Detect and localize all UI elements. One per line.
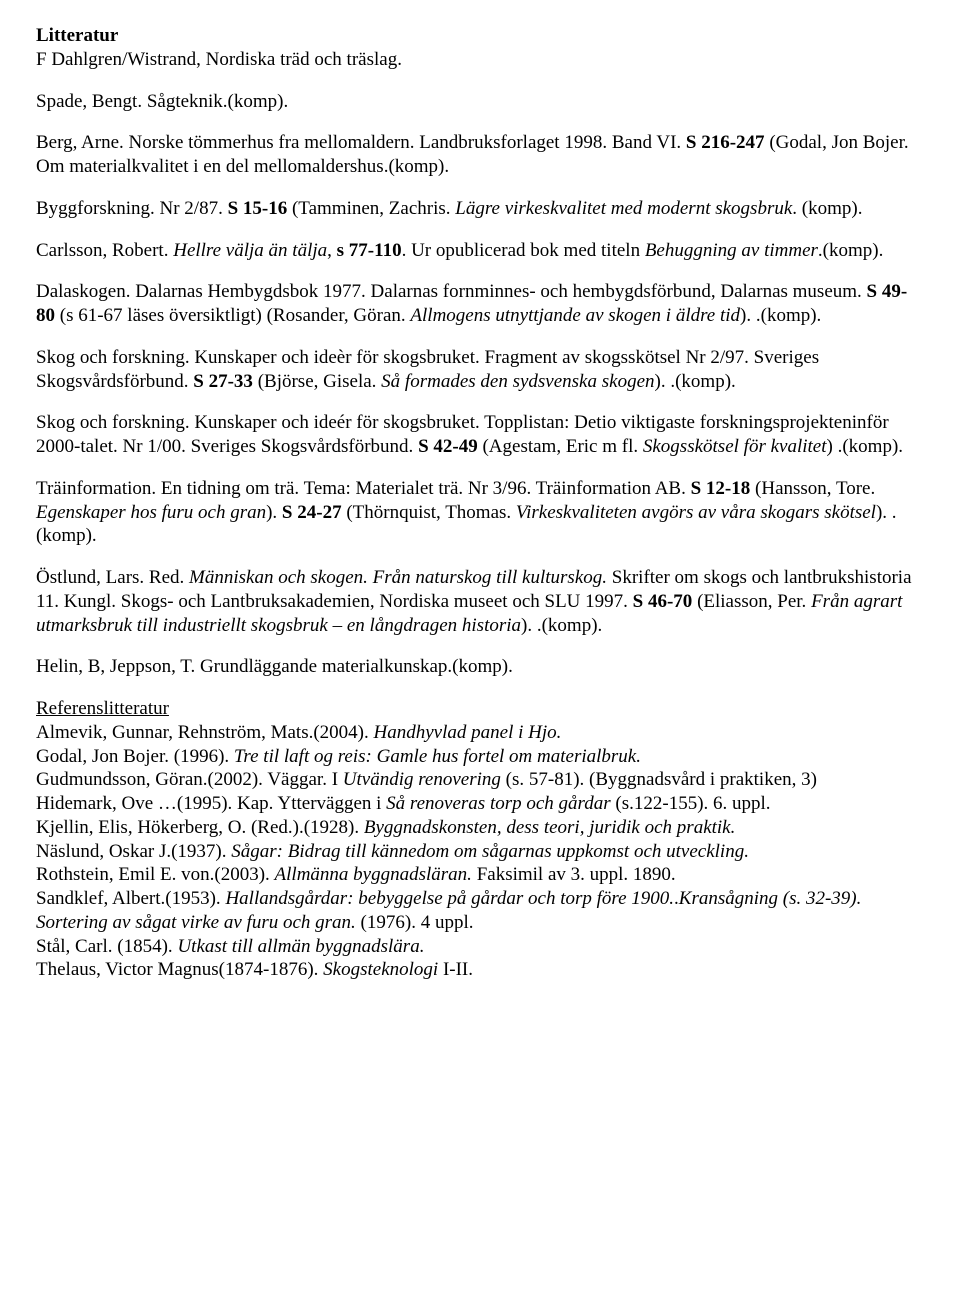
entry-berg: Berg, Arne. Norske tömmerhus fra melloma… [36, 131, 924, 179]
title-italic: Utkast till allmän byggnadslära. [177, 936, 424, 957]
page-range: S 216-247 [686, 132, 765, 153]
title-italic: Kransågning (s. 32-39). [679, 888, 862, 909]
text: (1976). 4 uppl. [356, 912, 474, 933]
text: Byggforskning. Nr 2/87. [36, 198, 228, 219]
title-italic: Behuggning av timmer [645, 240, 818, 261]
text: Gudmundsson, Göran.(2002). Väggar. I [36, 769, 343, 790]
text: (s.122-155). 6. uppl. [611, 793, 771, 814]
ref-gudmundsson: Gudmundsson, Göran.(2002). Väggar. I Utv… [36, 768, 924, 792]
entry-byggforskning: Byggforskning. Nr 2/87. S 15-16 (Tammine… [36, 197, 924, 221]
text: Faksimil av 3. uppl. 1890. [472, 864, 676, 885]
entry-helin: Helin, B, Jeppson, T. Grundläggande mate… [36, 655, 924, 679]
entry-trainformation: Träinformation. En tidning om trä. Tema:… [36, 477, 924, 548]
title-italic: Lägre virkeskvalitet med modernt skogsbr… [455, 198, 792, 219]
text: Östlund, Lars. Red. [36, 567, 189, 588]
text: (Thörnquist, Thomas. [342, 502, 516, 523]
ref-naslund: Näslund, Oskar J.(1937). Sågar: Bidrag t… [36, 840, 924, 864]
page-range: s 77-110 [337, 240, 402, 261]
text: (Björse, Gisela. [253, 371, 381, 392]
text: (Tamminen, Zachris. [287, 198, 455, 219]
text: , [327, 240, 337, 261]
title-italic: Så formades den sydsvenska skogen [381, 371, 654, 392]
title-italic: Utvändig renovering [343, 769, 501, 790]
text: (s. 57-81). (Byggnadsvård i praktiken, 3… [501, 769, 817, 790]
text: ). .(komp). [521, 615, 602, 636]
text: Sandklef, Albert.(1953). [36, 888, 225, 909]
title-italic: Virkeskvaliteten avgörs av våra skogars … [516, 502, 876, 523]
title-italic: Hallandsgårdar: bebyggelse på gårdar och… [225, 888, 674, 909]
text: ). .(komp). [740, 305, 821, 326]
text: . (komp). [792, 198, 862, 219]
title-italic: Allmogens utnyttjande av skogen i äldre … [410, 305, 740, 326]
text: Träinformation. En tidning om trä. Tema:… [36, 478, 691, 499]
text: (Agestam, Eric m fl. [478, 436, 643, 457]
text: Berg, Arne. Norske tömmerhus fra melloma… [36, 132, 686, 153]
page-range: S 27-33 [193, 371, 253, 392]
text: .(komp). [818, 240, 883, 261]
ref-kjellin: Kjellin, Elis, Hökerberg, O. (Red.).(192… [36, 816, 924, 840]
ref-almevik: Almevik, Gunnar, Rehnström, Mats.(2004).… [36, 721, 924, 745]
page-range: S 24-27 [282, 502, 342, 523]
ref-stal: Stål, Carl. (1854). Utkast till allmän b… [36, 935, 924, 959]
ref-rothstein: Rothstein, Emil E. von.(2003). Allmänna … [36, 863, 924, 887]
text: Thelaus, Victor Magnus(1874-1876). [36, 959, 323, 980]
entry-carlsson: Carlsson, Robert. Hellre välja än tälja,… [36, 239, 924, 263]
entry-dalaskogen: Dalaskogen. Dalarnas Hembygdsbok 1977. D… [36, 280, 924, 328]
entry-ostlund: Östlund, Lars. Red. Människan och skogen… [36, 566, 924, 637]
text: Carlsson, Robert. [36, 240, 173, 261]
title-italic: Sågar: Bidrag till kännedom om sågarnas … [231, 841, 749, 862]
page-range: S 42-49 [418, 436, 478, 457]
page-range: S 15-16 [228, 198, 288, 219]
entry-dahlgren: F Dahlgren/Wistrand, Nordiska träd och t… [36, 48, 924, 72]
title-italic: Skogsskötsel för kvalitet [643, 436, 827, 457]
entry-spade: Spade, Bengt. Sågteknik.(komp). [36, 90, 924, 114]
page-range: S 12-18 [691, 478, 751, 499]
title-italic: Handhyvlad panel i Hjo. [374, 722, 562, 743]
title-italic: Egenskaper hos furu och gran [36, 502, 266, 523]
ref-godal: Godal, Jon Bojer. (1996). Tre til laft o… [36, 745, 924, 769]
title-italic: Tre til laft og reis: Gamle hus fortel o… [234, 746, 641, 767]
ref-hidemark: Hidemark, Ove …(1995). Kap. Ytterväggen … [36, 792, 924, 816]
title-italic: Människan och skogen. Från naturskog til… [189, 567, 607, 588]
text: I-II. [438, 959, 473, 980]
title-italic: Sortering av sågat virke av furu och gra… [36, 912, 356, 933]
text: Godal, Jon Bojer. (1996). [36, 746, 234, 767]
entry-skog-forskning-2: Skog och forskning. Kunskaper och ideér … [36, 411, 924, 459]
entry-skog-forskning-1: Skog och forskning. Kunskaper och ideèr … [36, 346, 924, 394]
ref-sortering: Sortering av sågat virke av furu och gra… [36, 911, 924, 935]
text: Rothstein, Emil E. von.(2003). [36, 864, 275, 885]
title-italic: Allmänna byggnadsläran. [275, 864, 472, 885]
text: (s 61-67 läses översiktligt) (Rosander, … [55, 305, 410, 326]
text: Dalaskogen. Dalarnas Hembygdsbok 1977. D… [36, 281, 867, 302]
heading-referenslitteratur: Referenslitteratur [36, 698, 169, 719]
text: Kjellin, Elis, Hökerberg, O. (Red.).(192… [36, 817, 364, 838]
text: Stål, Carl. (1854). [36, 936, 177, 957]
text: ). .(komp). [655, 371, 736, 392]
text: ) .(komp). [827, 436, 904, 457]
text: (Hansson, Tore. [750, 478, 875, 499]
ref-sandklef: Sandklef, Albert.(1953). Hallandsgårdar:… [36, 887, 924, 911]
heading-litteratur: Litteratur [36, 25, 118, 46]
text: Hidemark, Ove …(1995). Kap. Ytterväggen … [36, 793, 386, 814]
ref-thelaus: Thelaus, Victor Magnus(1874-1876). Skogs… [36, 958, 924, 982]
page-range: S 46-70 [633, 591, 693, 612]
text: (Eliasson, Per. [692, 591, 811, 612]
title-italic: Hellre välja än tälja [173, 240, 327, 261]
title-italic: Så renoveras torp och gårdar [386, 793, 610, 814]
title-italic: Skogsteknologi [323, 959, 438, 980]
text: Näslund, Oskar J.(1937). [36, 841, 231, 862]
text: . Ur opublicerad bok med titeln [402, 240, 645, 261]
text: Almevik, Gunnar, Rehnström, Mats.(2004). [36, 722, 374, 743]
title-italic: Byggnadskonsten, dess teori, juridik och… [364, 817, 736, 838]
text: ). [266, 502, 282, 523]
